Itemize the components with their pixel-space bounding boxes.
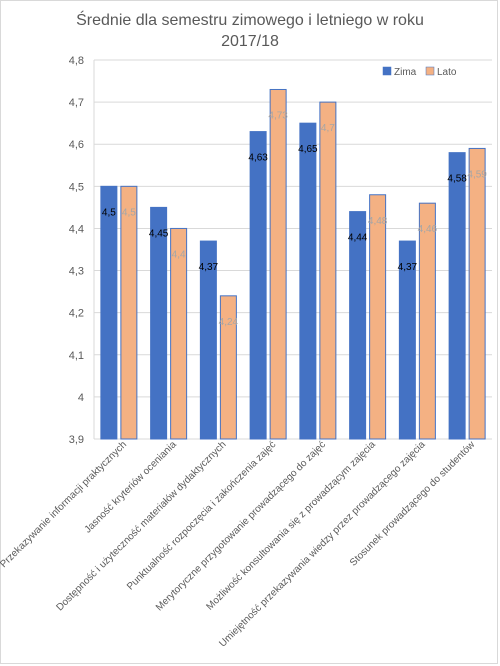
data-label-zima: 4,37: [199, 262, 219, 273]
legend-label-lato: Lato: [437, 67, 457, 78]
x-category-label: Merytoryczne przygotowanie prowadzącego …: [154, 439, 328, 613]
legend-swatch-lato: [425, 66, 435, 76]
bar-zima: [299, 122, 317, 440]
bar-lato: [369, 194, 387, 440]
data-label-lato: 4,24: [219, 317, 239, 328]
data-label-zima: 4,44: [348, 233, 368, 244]
y-tick-label: 4,8: [69, 55, 84, 67]
bar-zima: [249, 131, 267, 440]
bar-zima: [448, 152, 466, 440]
bar-lato: [170, 227, 188, 440]
data-label-lato: 4,59: [467, 169, 487, 180]
data-label-zima: 4,45: [149, 228, 169, 239]
x-category-label: Możliwość konsultowania się z prowadzący…: [205, 439, 379, 613]
y-tick-label: 3,9: [69, 434, 84, 446]
y-tick-label: 4,1: [69, 350, 84, 362]
bar-zima: [100, 185, 118, 440]
data-label-lato: 4,46: [418, 224, 438, 235]
bar-lato: [219, 295, 237, 440]
y-tick-label: 4,7: [69, 97, 84, 109]
data-label-zima: 4,5: [102, 207, 116, 218]
chart-title: Średnie dla semestru zimowego i letniego…: [76, 12, 424, 50]
data-label-zima: 4,65: [298, 144, 318, 155]
data-label-zima: 4,37: [398, 262, 418, 273]
legend-swatch-zima: [382, 66, 392, 76]
x-category-label: Jasność kryteriów oceniania: [83, 439, 180, 536]
data-label-lato: 4,4: [172, 249, 186, 260]
x-category-label: Dostępność i użyteczność materiałów dyda…: [54, 439, 228, 613]
bar-zima: [199, 240, 217, 440]
data-label-zima: 4,58: [447, 174, 467, 185]
y-tick-label: 4,6: [69, 139, 84, 151]
data-label-lato: 4,73: [268, 110, 288, 121]
y-tick-label: 4,4: [69, 223, 84, 235]
data-label-lato: 4,48: [368, 216, 388, 227]
bar-zima: [398, 240, 416, 440]
y-tick-label: 4,5: [69, 181, 84, 193]
y-tick-label: 4: [78, 392, 84, 404]
bar-lato: [418, 202, 436, 440]
y-tick-label: 4,3: [69, 266, 84, 278]
bar-lato: [269, 88, 287, 440]
data-label-lato: 4,5: [122, 207, 136, 218]
bar-lato: [468, 147, 486, 440]
data-label-lato: 4,7: [321, 123, 335, 134]
bar-lato: [120, 185, 138, 440]
bar-lato: [319, 101, 337, 440]
y-tick-label: 4,2: [69, 308, 84, 320]
legend-label-zima: Zima: [394, 67, 417, 78]
bar-zima: [150, 206, 168, 440]
data-label-zima: 4,63: [248, 153, 268, 164]
bar-zima: [349, 211, 367, 440]
